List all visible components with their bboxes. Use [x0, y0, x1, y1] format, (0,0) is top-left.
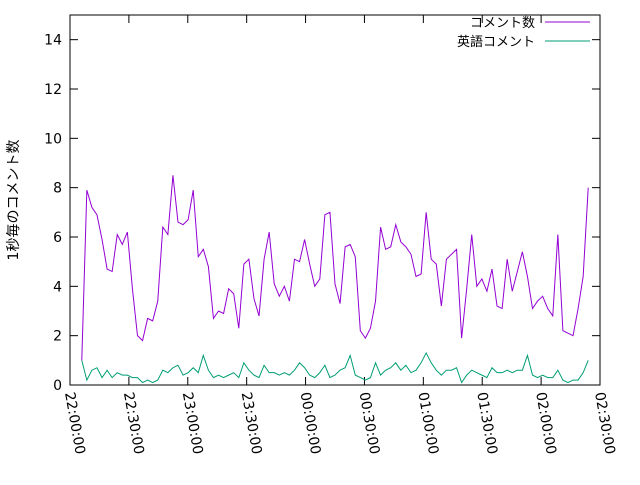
- y-tick-label: 8: [53, 181, 62, 197]
- x-tick-label: 02:00:00: [532, 391, 559, 456]
- series-line-0: [81, 175, 589, 361]
- y-tick-label: 6: [53, 230, 62, 246]
- x-tick-label: 02:30:00: [591, 391, 618, 456]
- legend-label: コメント数: [470, 16, 535, 31]
- plot-frame: [69, 14, 601, 386]
- y-tick-label: 2: [53, 329, 62, 345]
- x-tick-label: 22:00:00: [61, 391, 88, 456]
- x-tick-label: 01:30:00: [473, 391, 500, 456]
- legend-label: 英語コメント: [457, 34, 535, 50]
- x-tick-label: 23:00:00: [179, 391, 206, 456]
- series-line-1: [81, 351, 589, 384]
- y-tick-label: 14: [44, 33, 62, 49]
- x-tick-label: 01:00:00: [414, 391, 441, 456]
- y-tick-label: 4: [53, 279, 62, 295]
- y-axis: 0 2 4 6 8 10 12 14: [44, 33, 600, 394]
- y-tick-label: 0: [53, 378, 62, 394]
- x-tick-label: 00:00:00: [297, 391, 324, 456]
- y-tick-label: 12: [44, 82, 62, 98]
- x-axis: 22:00:00 22:30:00 23:00:00 23:30:00 00:00:00…: [61, 15, 618, 456]
- x-tick-label: 00:30:00: [356, 391, 383, 456]
- series-group: [81, 175, 589, 384]
- x-tick-label: 23:30:00: [238, 391, 265, 456]
- x-tick-label: 22:30:00: [120, 391, 147, 456]
- y-tick-label: 10: [44, 131, 62, 147]
- y-axis-label: 1秒毎のコメント数: [6, 140, 22, 261]
